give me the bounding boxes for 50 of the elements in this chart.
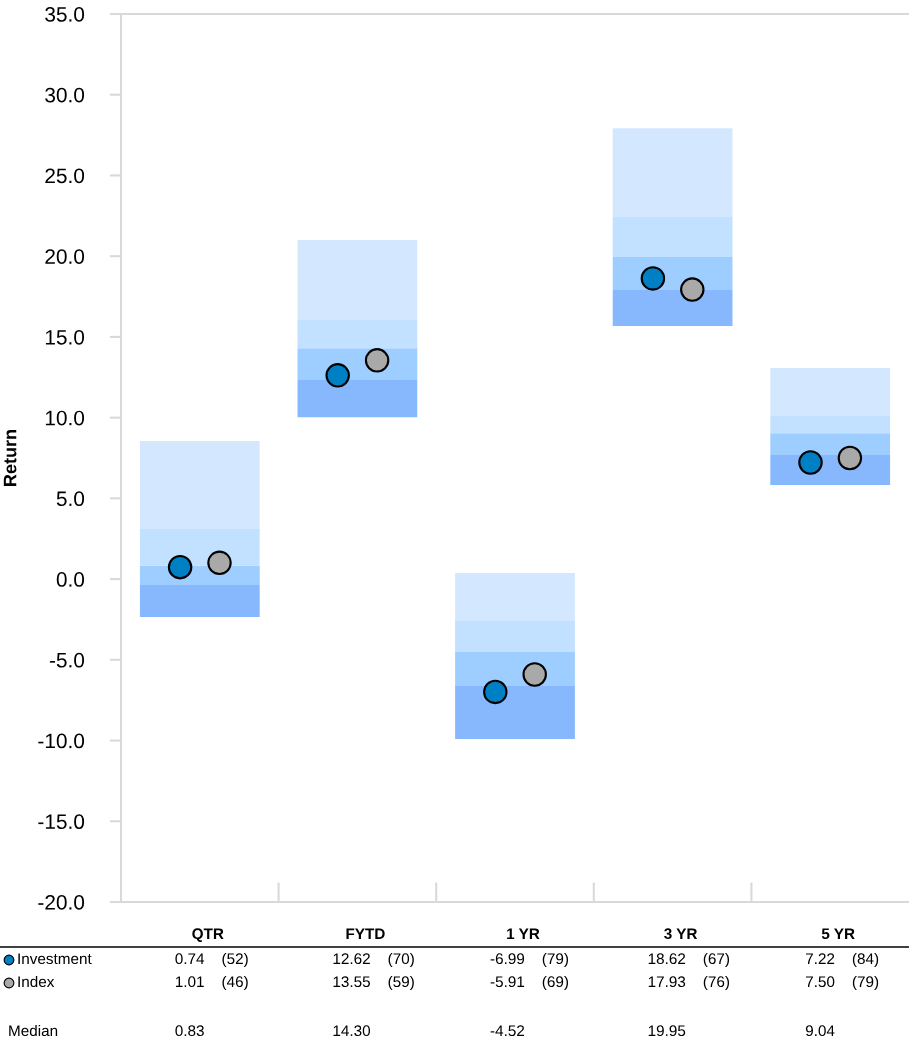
bar: [297, 240, 418, 321]
data-label: 13.55 (59): [333, 975, 414, 991]
data-label: 12.62 (70): [333, 952, 414, 968]
legend-label: Investment: [18, 953, 92, 965]
data-label: -6.99 (79): [490, 952, 569, 968]
text: 0.83: [175, 1025, 204, 1037]
bar: [139, 585, 260, 618]
text: 9.04: [805, 1025, 835, 1037]
x-tick-label: FYTD: [346, 928, 385, 939]
bar: [770, 368, 891, 417]
y-tick-label: 5.0: [56, 491, 85, 507]
data-label: 0.74 (52): [175, 952, 248, 968]
bar: [455, 573, 575, 622]
y-tick-label: 25.0: [45, 168, 85, 184]
y-tick-label: -10.0: [38, 733, 85, 749]
x-tick-label: QTR: [192, 928, 224, 942]
y-axis-title: Return: [3, 430, 17, 486]
y-tick-label: -15.0: [38, 814, 85, 830]
bar: [455, 621, 575, 653]
bar: [612, 128, 733, 217]
y-tick-label: 30.0: [45, 87, 85, 103]
data-label: 7.50 (79): [805, 975, 879, 991]
bar: [612, 290, 733, 327]
x-tick-label: 1 YR: [507, 928, 540, 939]
y-tick-label: 10.0: [45, 410, 85, 426]
y-tick-label: 20.0: [45, 249, 85, 264]
y-tick-label: 0.0: [56, 572, 85, 587]
bar: [770, 433, 891, 456]
text: 19.95: [648, 1025, 686, 1037]
text: -4.52: [490, 1025, 525, 1037]
bar: [612, 216, 733, 257]
y-tick-label: -20.0: [38, 895, 85, 910]
data-label: 17.93 (76): [648, 975, 730, 991]
text: Median: [9, 1024, 58, 1037]
x-tick-label: 3 YR: [664, 928, 698, 940]
data-label: 7.22 (84): [805, 952, 879, 968]
bar: [297, 320, 418, 349]
data-label: -5.91 (69): [490, 975, 569, 991]
legend-label: Index: [18, 975, 55, 988]
text: 14.30: [333, 1025, 371, 1037]
y-tick-label: -5.0: [49, 652, 85, 668]
bar: [770, 416, 891, 434]
y-tick-label: 35.0: [45, 7, 85, 22]
data-label: 18.62 (67): [648, 952, 730, 968]
bar: [455, 685, 575, 739]
x-tick-label: 5 YR: [821, 928, 855, 940]
y-tick-label: 15.0: [45, 329, 85, 345]
data-label: 1.01 (46): [175, 975, 248, 991]
bar: [139, 441, 260, 530]
bar: [297, 380, 418, 418]
